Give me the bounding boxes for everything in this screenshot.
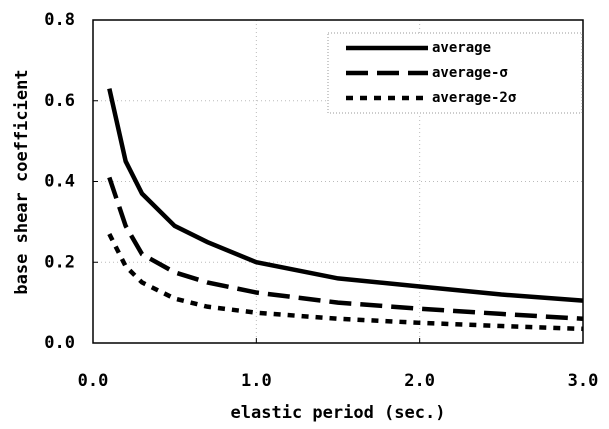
x-tick-label: 0.0 — [78, 371, 109, 391]
legend: average average-σ average-2σ — [327, 32, 583, 114]
y-axis-label: base shear coefficient — [12, 69, 32, 294]
x-tick-label: 1.0 — [241, 371, 272, 391]
x-axis-label: elastic period (sec.) — [231, 403, 446, 423]
legend-label: average — [432, 40, 491, 56]
y-tick-label: 0.0 — [44, 333, 75, 353]
line-series — [107, 176, 584, 322]
legend-label: average-2σ — [432, 90, 516, 106]
y-tick-label: 0.4 — [44, 172, 75, 192]
y-tick-label: 0.8 — [44, 10, 75, 30]
plot-frame — [92, 19, 584, 344]
legend-label: average-σ — [432, 65, 508, 81]
y-tick-label: 0.6 — [44, 91, 75, 111]
line-series — [107, 88, 584, 303]
y-tick-label: 0.2 — [44, 252, 75, 272]
x-tick-label: 3.0 — [568, 371, 599, 391]
line-series — [107, 232, 584, 332]
x-tick-label: 2.0 — [404, 371, 435, 391]
